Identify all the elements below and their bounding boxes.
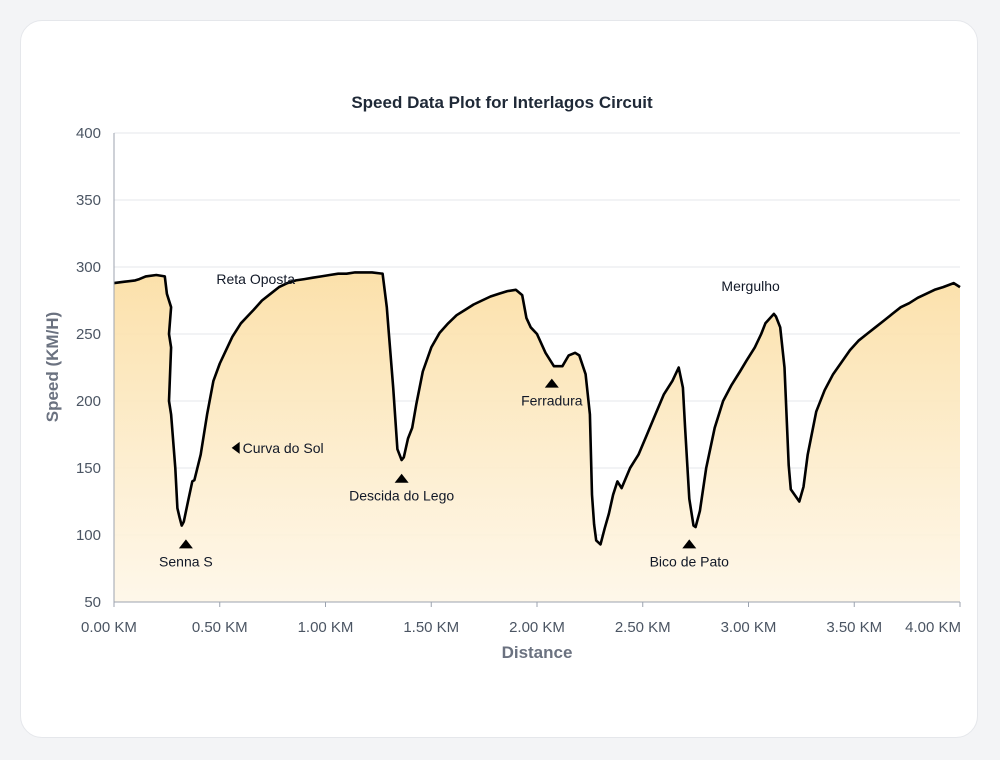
annotations: Reta Oposta Curva do Sol Senna S Descida do… <box>159 271 780 569</box>
annotation-label: Reta Oposta <box>216 271 295 287</box>
x-tick-label: 0.00 KM <box>81 619 137 636</box>
x-tick-label: 2.50 KM <box>615 619 671 636</box>
y-tick-label: 400 <box>76 125 101 142</box>
annotation-label: Bico de Pato <box>650 553 730 569</box>
annotation-label: Descida do Lego <box>349 488 454 504</box>
x-tick-label: 3.00 KM <box>721 619 777 636</box>
annotation-marker <box>544 378 559 388</box>
annotation-label: Mergulho <box>721 278 780 294</box>
x-tick-label: 0.50 KM <box>192 619 248 636</box>
speed-line <box>113 271 961 546</box>
x-axis-title: Distance <box>502 643 573 662</box>
annotation-marker <box>394 473 409 483</box>
annotation-label: Curva do Sol <box>243 440 324 456</box>
annotation-marker <box>178 539 193 549</box>
y-axis-title: Speed (KM/H) <box>43 312 62 423</box>
y-tick-label: 150 <box>76 460 101 477</box>
annotation-label: Senna S <box>159 553 213 569</box>
annotation-marker <box>231 441 240 454</box>
y-tick-label: 250 <box>76 326 101 343</box>
x-tick-label: 2.00 KM <box>509 619 565 636</box>
y-tick-label: 300 <box>76 259 101 276</box>
speed-area-fill <box>114 272 960 602</box>
annotation-label: Ferradura <box>521 393 583 409</box>
x-tick-label: 1.50 KM <box>403 619 459 636</box>
x-tick-label: 1.00 KM <box>298 619 354 636</box>
y-tick-label: 350 <box>76 192 101 209</box>
annotation-marker <box>682 539 697 549</box>
axes: 50 100 150 200 250 300 350 400 0.00 KM 0.50 KM 1.0… <box>76 125 961 636</box>
x-tick-label: 3.50 KM <box>826 619 882 636</box>
y-tick-label: 50 <box>84 594 101 611</box>
chart-title: Speed Data Plot for Interlagos Circuit <box>351 93 653 112</box>
y-tick-label: 200 <box>76 393 101 410</box>
plot-area <box>113 271 961 602</box>
y-tick-label: 100 <box>76 527 101 544</box>
x-tick-label: 4.00 KM <box>905 619 961 636</box>
